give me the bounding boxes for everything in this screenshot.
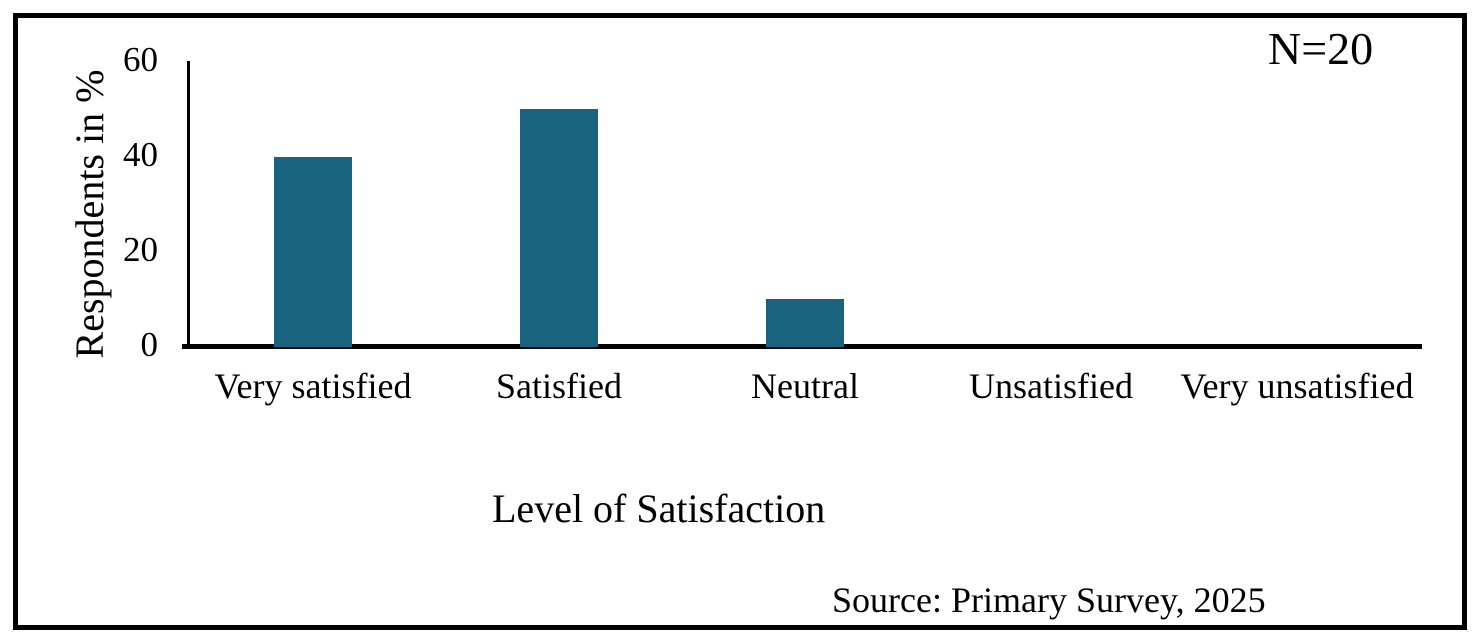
category-label-very-satisfied: Very satisfied: [214, 366, 412, 406]
sample-size-annotation: N=20: [1268, 23, 1374, 74]
category-slot-very-unsatisfied: Very unsatisfied: [1174, 62, 1420, 404]
y-tick-label: 40: [123, 135, 158, 174]
category-slot-very-satisfied: Very satisfied: [190, 62, 436, 404]
y-tick-label: 0: [140, 325, 159, 364]
category-label-neutral: Neutral: [751, 366, 859, 406]
category-slot-satisfied: Satisfied: [436, 62, 682, 404]
category-label-unsatisfied: Unsatisfied: [969, 366, 1133, 406]
x-axis-title: Level of Satisfaction: [492, 486, 826, 531]
source-note: Source: Primary Survey, 2025: [832, 580, 1266, 620]
category-label-satisfied: Satisfied: [496, 366, 622, 406]
bar-satisfied: [520, 109, 598, 347]
bars-container: Very satisfied Satisfied Neutral Unsatisfie…: [190, 62, 1420, 404]
y-tick-label: 20: [123, 230, 158, 269]
chart-frame: [13, 13, 1467, 630]
y-axis-line: [187, 61, 190, 348]
category-slot-unsatisfied: Unsatisfied: [928, 62, 1174, 404]
bar-neutral: [766, 299, 844, 347]
y-tick-label: 60: [123, 40, 158, 79]
category-slot-neutral: Neutral: [682, 62, 928, 404]
category-label-very-unsatisfied: Very unsatisfied: [1180, 366, 1414, 406]
y-axis-tick-labels: 0 20 40 60: [58, 42, 158, 362]
bar-very-satisfied: [274, 157, 352, 347]
